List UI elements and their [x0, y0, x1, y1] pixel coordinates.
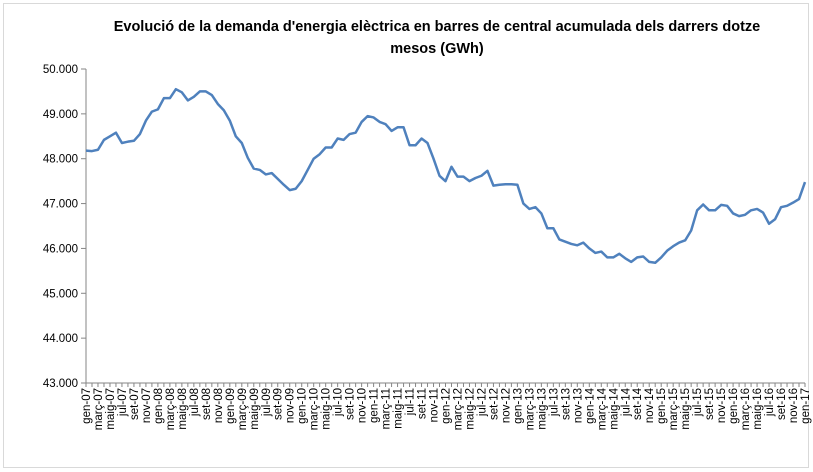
x-tick-label: maig-08: [177, 388, 189, 430]
x-tick-label: jul-07: [117, 388, 129, 417]
x-tick-label: set-16: [776, 388, 788, 420]
x-tick-label: gen-12: [441, 388, 453, 424]
x-tick-label: set-15: [704, 388, 716, 420]
y-tick-label: 50.000: [43, 64, 78, 76]
x-tick-label: set-10: [345, 388, 357, 420]
x-tick-label: març-15: [668, 388, 680, 430]
x-tick-label: nov-08: [213, 388, 225, 423]
x-tick-label: gen-17: [800, 388, 812, 424]
x-tick-label: gen-08: [153, 388, 165, 424]
x-tick-label: gen-11: [369, 388, 381, 423]
x-tick-label: jul-13: [548, 388, 560, 417]
x-tick-label: set-08: [201, 388, 213, 420]
x-tick-label: març-07: [93, 388, 105, 430]
x-tick-label: maig-16: [752, 388, 764, 430]
y-tick-label: 43.000: [43, 378, 78, 390]
x-tick-label: jul-09: [261, 388, 273, 417]
x-tick-label: gen-16: [728, 388, 740, 424]
x-tick-label: gen-15: [656, 388, 668, 424]
x-tick-label: gen-14: [584, 387, 596, 423]
x-tick-label: gen-07: [81, 388, 93, 424]
x-tick-label: gen-09: [225, 388, 237, 424]
x-tick-label: març-14: [596, 387, 608, 430]
x-tick-label: maig-07: [105, 388, 117, 430]
x-tick-label: nov-11: [429, 388, 441, 422]
x-tick-label: jul-11: [405, 388, 417, 416]
x-tick-label: maig-15: [680, 388, 692, 430]
x-tick-label: maig-13: [536, 388, 548, 430]
x-tick-label: març-10: [309, 388, 321, 430]
x-tick-label: març-09: [237, 388, 249, 430]
x-tick-label: gen-13: [512, 388, 524, 424]
x-tick-label: nov-07: [141, 388, 153, 423]
x-tick-label: març-13: [524, 388, 536, 430]
x-tick-label: gen-10: [297, 388, 309, 424]
x-tick-label: maig-14: [608, 387, 620, 429]
x-tick-label: jul-15: [692, 388, 704, 417]
x-tick-label: març-11: [381, 388, 393, 429]
chart-title: Evolució de la demanda d'energia elèctri…: [113, 19, 761, 57]
x-tick-label: nov-12: [500, 388, 512, 423]
x-tick-label: nov-10: [357, 388, 369, 423]
x-tick-label: maig-12: [464, 388, 476, 430]
x-tick-label: nov-15: [716, 388, 728, 423]
x-tick-label: jul-12: [476, 388, 488, 417]
chart-border: [3, 3, 809, 468]
y-tick-label: 45.000: [43, 288, 78, 300]
x-tick-label: maig-10: [321, 388, 333, 430]
x-tick-label: març-16: [740, 388, 752, 430]
y-tick-label: 49.000: [43, 109, 78, 121]
x-tick-label: maig-09: [249, 388, 261, 430]
data-line: [85, 87, 807, 265]
x-tick-label: nov-16: [788, 388, 800, 423]
x-tick-label: nov-09: [285, 388, 297, 423]
x-tick-label: set-07: [129, 388, 141, 420]
x-tick-label: maig-11: [393, 388, 405, 429]
x-tick-label: set-09: [273, 388, 285, 420]
x-tick-label: set-12: [488, 388, 500, 420]
y-tick-label: 44.000: [43, 333, 78, 345]
x-tick-label: set-14: [632, 387, 644, 420]
y-tick-label: 47.000: [43, 199, 78, 211]
x-tick-label: jul-10: [333, 388, 345, 417]
x-tick-label: jul-14: [620, 387, 632, 417]
x-tick-label: nov-14: [644, 387, 656, 423]
y-tick-label: 48.000: [43, 154, 78, 166]
x-tick-label: jul-08: [189, 388, 201, 417]
x-tick-label: març-08: [165, 388, 177, 430]
x-tick-label: nov-13: [572, 388, 584, 423]
x-tick-label: jul-16: [764, 388, 776, 417]
x-tick-label: març-12: [452, 388, 464, 430]
x-tick-label: set-11: [417, 388, 429, 419]
x-tick-label: set-13: [560, 388, 572, 420]
y-tick-label: 46.000: [43, 243, 78, 255]
